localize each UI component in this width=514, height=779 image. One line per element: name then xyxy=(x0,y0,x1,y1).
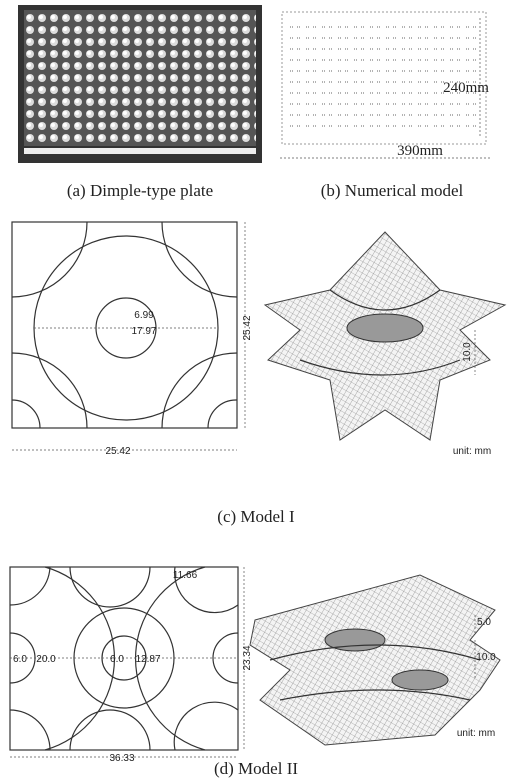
model-1-surface xyxy=(265,232,505,440)
dimension-label: 10.0 xyxy=(476,652,496,663)
unit-label: unit: mm xyxy=(457,728,495,739)
dimension-label: 390mm xyxy=(397,143,443,159)
figure: (a) Dimple-type plate 240mm 390mm (b) Nu… xyxy=(0,0,514,779)
dimension-label: 23.34 xyxy=(242,645,253,670)
dimension-label: 25.42 xyxy=(105,446,130,457)
dimension-label: 17.97 xyxy=(131,326,156,337)
caption: (a) Dimple-type plate xyxy=(67,181,213,200)
model-1-plan xyxy=(12,222,245,450)
dimension-label: 5.0 xyxy=(477,617,491,628)
dimension-label: 11.66 xyxy=(173,570,198,581)
caption: (c) Model I xyxy=(217,507,295,526)
dimension-label: 12.87 xyxy=(135,654,160,665)
dimension-label: 25.42 xyxy=(242,315,253,340)
caption: (d) Model II xyxy=(214,759,298,778)
model-2-surface xyxy=(250,575,500,745)
dimension-label: 20.0 xyxy=(36,654,56,665)
caption: (b) Numerical model xyxy=(321,181,464,200)
dimension-label: 6.99 xyxy=(134,310,154,321)
dimension-label: 36.33 xyxy=(109,753,134,764)
dimension-label: 6.0 xyxy=(13,654,27,665)
dimension-label: 10.0 xyxy=(462,342,473,362)
dimension-label: 6.0 xyxy=(110,654,124,665)
photo-plate xyxy=(18,5,262,163)
dimension-label: 240mm xyxy=(443,80,489,96)
unit-label: unit: mm xyxy=(453,446,491,457)
